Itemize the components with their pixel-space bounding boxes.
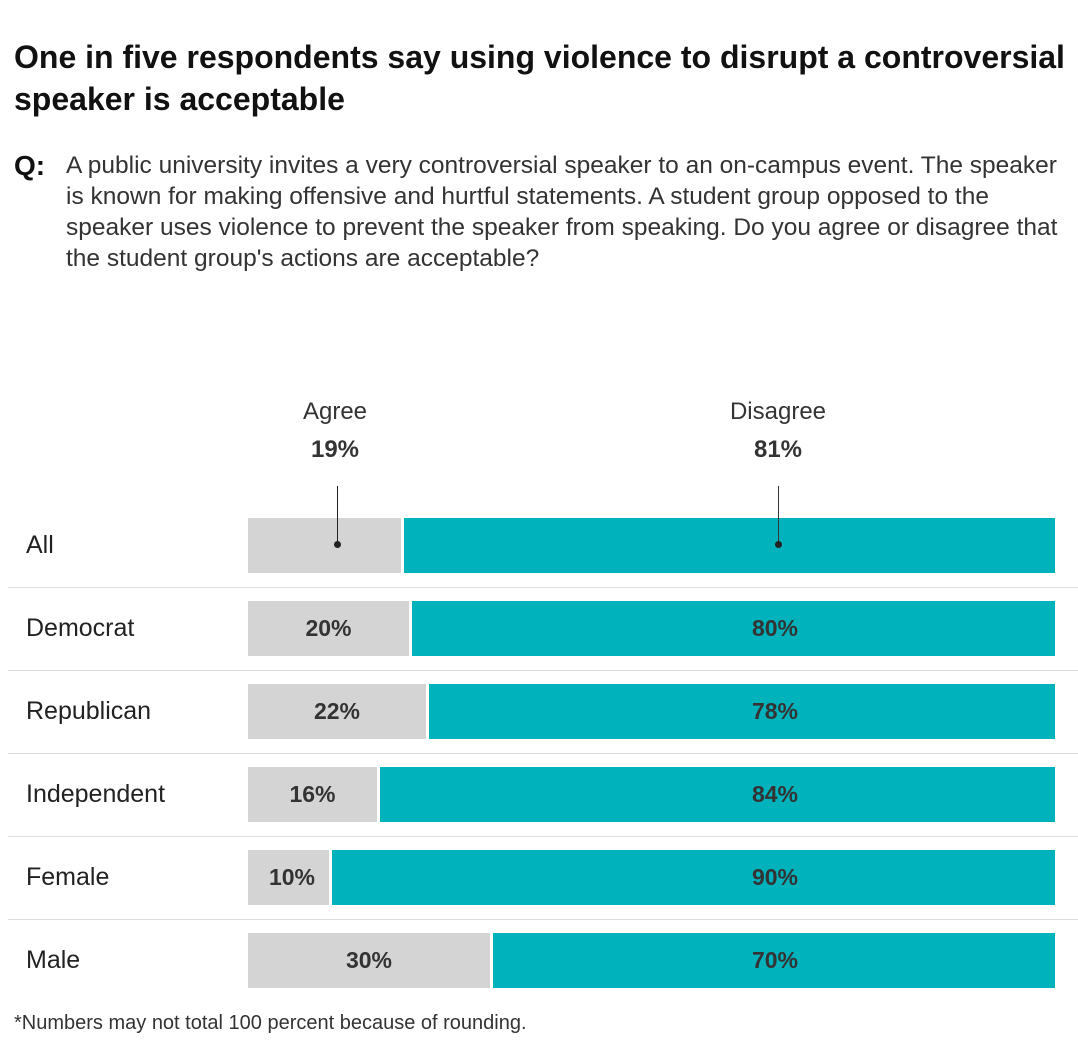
disagree-value-label: 80% — [751, 615, 799, 641]
agree-header-label: Agree — [302, 398, 368, 425]
disagree-bar — [412, 601, 1055, 656]
disagree-header: Disagree 81% — [678, 398, 878, 464]
agree-bar — [248, 933, 490, 988]
disagree-value-label: 78% — [751, 698, 799, 724]
disagree-leader-dot — [775, 541, 782, 548]
row-label: Male — [26, 946, 81, 974]
footnote: *Numbers may not total 100 percent becau… — [14, 1012, 527, 1034]
agree-header-pct: 19% — [310, 436, 360, 463]
disagree-bar — [493, 933, 1055, 988]
agree-leader-dot — [333, 541, 341, 548]
agree-bar — [248, 518, 401, 573]
row-label: Democrat — [26, 614, 135, 642]
question-label: Q: — [14, 150, 46, 181]
row-label: Female — [26, 863, 110, 891]
agree-value-label: 22% — [313, 698, 361, 724]
disagree-bar — [380, 767, 1055, 822]
row-label: All — [26, 531, 54, 559]
disagree-header-label: Disagree — [729, 398, 827, 425]
agree-bar — [248, 684, 426, 739]
disagree-value-label: 84% — [751, 781, 799, 807]
disagree-value-label: 90% — [751, 864, 799, 890]
question-text: A public university invites a very contr… — [66, 152, 1058, 272]
agree-bar — [248, 767, 377, 822]
disagree-bar — [404, 518, 1055, 573]
agree-bar — [248, 850, 329, 905]
disagree-header-pct: 81% — [753, 436, 803, 463]
row-divider — [8, 919, 1078, 920]
disagree-bar — [429, 684, 1055, 739]
agree-leader-line — [336, 486, 338, 544]
row-label: Republican — [26, 697, 152, 725]
row-label: Independent — [26, 780, 166, 808]
row-divider — [8, 587, 1078, 588]
row-divider — [8, 836, 1078, 837]
agree-value-label: 10% — [268, 864, 316, 890]
disagree-value-label: 70% — [751, 947, 799, 973]
disagree-leader-line — [778, 486, 779, 544]
agree-bar — [248, 601, 409, 656]
agree-header: Agree 19% — [235, 398, 435, 464]
agree-value-label: 20% — [305, 615, 352, 641]
agree-value-label: 30% — [345, 947, 393, 973]
row-divider — [8, 670, 1078, 671]
agree-value-label: 16% — [289, 781, 336, 807]
disagree-bar — [332, 850, 1055, 905]
row-divider — [8, 753, 1078, 754]
chart-title: One in five respondents say using violen… — [14, 39, 1065, 117]
